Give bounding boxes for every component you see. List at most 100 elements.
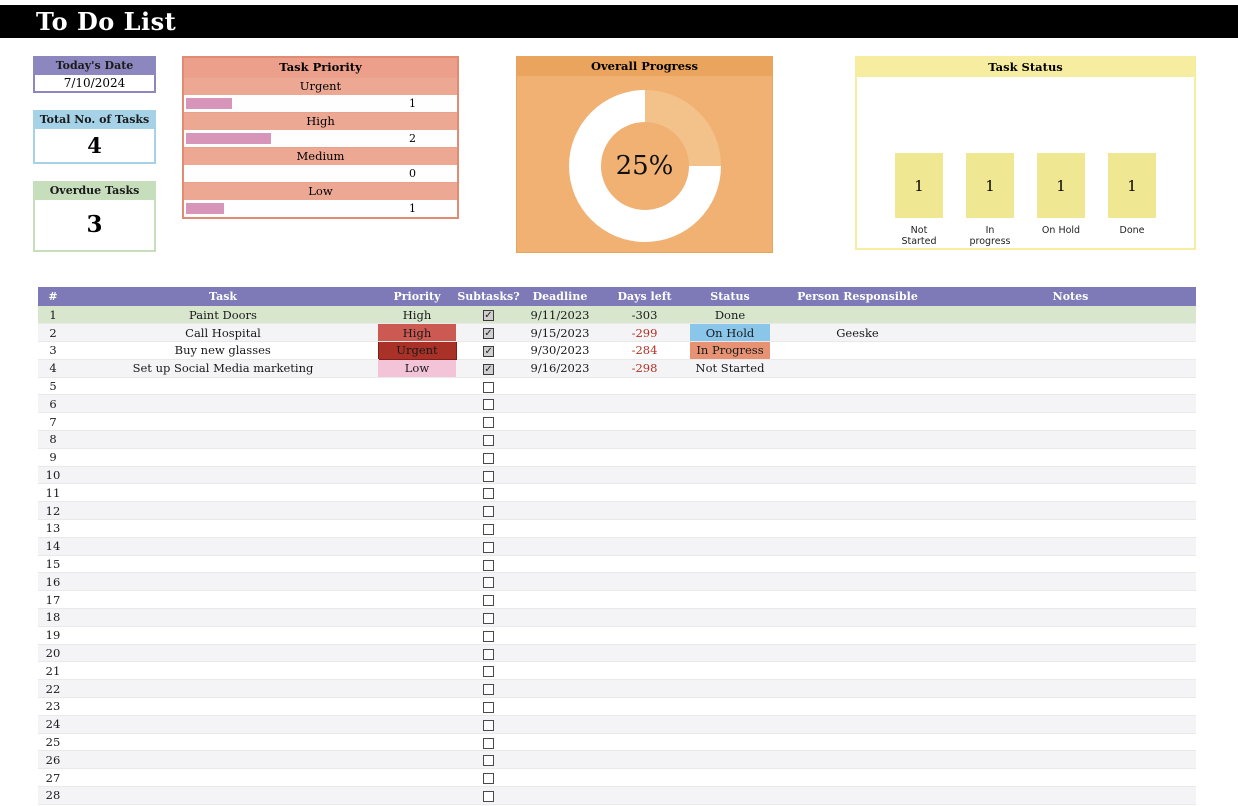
- deadline-cell[interactable]: [521, 626, 599, 645]
- notes-cell[interactable]: [945, 359, 1196, 378]
- priority-cell[interactable]: [378, 768, 456, 788]
- subtasks-cell[interactable]: [456, 501, 521, 521]
- row-number-cell[interactable]: 7: [38, 412, 68, 432]
- row-number-cell[interactable]: 15: [38, 555, 68, 574]
- days-left-cell[interactable]: [599, 679, 690, 699]
- row-number-cell[interactable]: 28: [38, 786, 68, 805]
- row-number-cell[interactable]: 12: [38, 501, 68, 521]
- deadline-cell[interactable]: [521, 377, 599, 396]
- person-cell[interactable]: [770, 519, 945, 538]
- task-cell[interactable]: [68, 590, 378, 610]
- subtasks-cell[interactable]: [456, 377, 521, 396]
- deadline-cell[interactable]: [521, 430, 599, 449]
- days-left-cell[interactable]: [599, 448, 690, 467]
- days-left-cell[interactable]: [599, 733, 690, 752]
- subtask-checkbox[interactable]: [483, 701, 494, 713]
- notes-cell[interactable]: [945, 804, 1196, 806]
- subtasks-cell[interactable]: [456, 572, 521, 592]
- subtask-checkbox[interactable]: [483, 381, 494, 393]
- notes-cell[interactable]: [945, 715, 1196, 734]
- deadline-cell[interactable]: [521, 519, 599, 538]
- task-cell[interactable]: [68, 555, 378, 574]
- deadline-cell[interactable]: [521, 572, 599, 592]
- subtask-checkbox[interactable]: [483, 648, 494, 660]
- person-cell[interactable]: [770, 483, 945, 503]
- subtask-checkbox[interactable]: [483, 755, 494, 767]
- days-left-cell[interactable]: -284: [599, 341, 690, 360]
- deadline-cell[interactable]: [521, 804, 599, 806]
- days-left-cell[interactable]: [599, 572, 690, 592]
- row-number-cell[interactable]: 19: [38, 626, 68, 645]
- status-count-box[interactable]: 1: [895, 153, 943, 218]
- notes-cell[interactable]: [945, 679, 1196, 699]
- subtasks-cell[interactable]: [456, 786, 521, 805]
- task-cell[interactable]: [68, 679, 378, 699]
- subtask-checkbox[interactable]: [483, 399, 494, 411]
- todays-date-value[interactable]: 7/10/2024: [33, 75, 156, 93]
- status-cell[interactable]: [690, 501, 770, 521]
- days-left-cell[interactable]: [599, 412, 690, 432]
- notes-cell[interactable]: [945, 341, 1196, 360]
- subtask-checkbox[interactable]: [483, 790, 494, 802]
- notes-cell[interactable]: [945, 430, 1196, 449]
- days-left-cell[interactable]: [599, 430, 690, 449]
- notes-cell[interactable]: [945, 786, 1196, 805]
- subtask-checkbox[interactable]: [483, 595, 494, 607]
- task-cell[interactable]: [68, 412, 378, 432]
- notes-cell[interactable]: [945, 626, 1196, 645]
- subtask-checkbox[interactable]: ✓: [483, 310, 494, 322]
- priority-cell[interactable]: [378, 750, 456, 770]
- row-number-cell[interactable]: 9: [38, 448, 68, 467]
- subtask-checkbox[interactable]: [483, 452, 494, 464]
- status-cell[interactable]: [690, 430, 770, 449]
- days-left-cell[interactable]: [599, 501, 690, 521]
- subtask-checkbox[interactable]: [483, 666, 494, 678]
- person-cell[interactable]: [770, 608, 945, 627]
- priority-cell[interactable]: [378, 572, 456, 592]
- status-cell[interactable]: [690, 608, 770, 627]
- row-number-cell[interactable]: 17: [38, 590, 68, 610]
- subtasks-cell[interactable]: [456, 555, 521, 574]
- priority-cell[interactable]: [378, 679, 456, 699]
- deadline-cell[interactable]: [521, 644, 599, 663]
- notes-cell[interactable]: [945, 501, 1196, 521]
- priority-cell[interactable]: [378, 715, 456, 734]
- priority-cell[interactable]: [378, 483, 456, 503]
- status-cell[interactable]: [690, 483, 770, 503]
- subtask-checkbox[interactable]: [483, 737, 494, 749]
- status-cell[interactable]: [690, 555, 770, 574]
- notes-cell[interactable]: [945, 555, 1196, 574]
- subtask-checkbox[interactable]: [483, 773, 494, 785]
- notes-cell[interactable]: [945, 572, 1196, 592]
- priority-cell[interactable]: [378, 377, 456, 396]
- person-cell[interactable]: [770, 661, 945, 681]
- days-left-cell[interactable]: -303: [599, 306, 690, 325]
- priority-cell[interactable]: [378, 590, 456, 610]
- subtask-checkbox[interactable]: [483, 506, 494, 518]
- deadline-cell[interactable]: [521, 555, 599, 574]
- task-cell[interactable]: Set up Social Media marketing: [68, 359, 378, 378]
- priority-cell[interactable]: [378, 430, 456, 449]
- row-number-cell[interactable]: 13: [38, 519, 68, 538]
- task-cell[interactable]: [68, 626, 378, 645]
- notes-cell[interactable]: [945, 306, 1196, 325]
- notes-cell[interactable]: [945, 412, 1196, 432]
- priority-cell[interactable]: [378, 644, 456, 663]
- priority-cell[interactable]: [378, 661, 456, 681]
- notes-cell[interactable]: [945, 733, 1196, 752]
- days-left-cell[interactable]: [599, 750, 690, 770]
- priority-cell[interactable]: High: [378, 306, 456, 325]
- status-cell[interactable]: [690, 679, 770, 699]
- status-cell[interactable]: [690, 412, 770, 432]
- priority-cell[interactable]: [378, 608, 456, 627]
- status-cell[interactable]: [690, 697, 770, 716]
- priority-cell[interactable]: [378, 519, 456, 538]
- row-number-cell[interactable]: 14: [38, 537, 68, 556]
- row-number-cell[interactable]: 21: [38, 661, 68, 681]
- subtasks-cell[interactable]: [456, 608, 521, 627]
- task-cell[interactable]: [68, 697, 378, 716]
- priority-cell[interactable]: [378, 626, 456, 645]
- status-cell[interactable]: [690, 644, 770, 663]
- days-left-cell[interactable]: [599, 644, 690, 663]
- deadline-cell[interactable]: [521, 537, 599, 556]
